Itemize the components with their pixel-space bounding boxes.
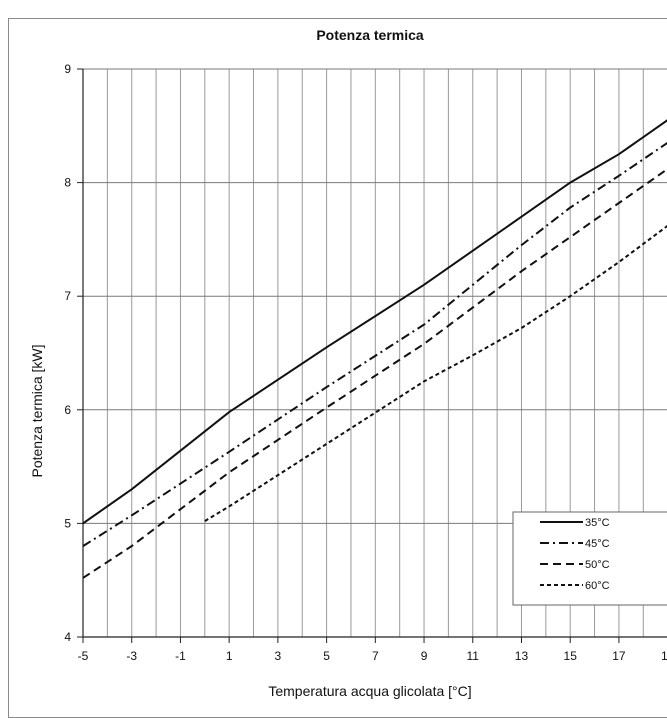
series-line-1 [83, 119, 667, 525]
legend-box [512, 511, 667, 606]
chart-title: Potenza termica [316, 27, 424, 43]
x-tick-label: 15 [564, 649, 578, 663]
y-tick-label: 4 [64, 630, 71, 644]
y-tick-label: 9 [64, 62, 71, 76]
legend: 35°C 45°C 50°C 60°C [512, 511, 667, 606]
y-tick-label: 6 [64, 403, 71, 417]
x-axis-label: Temperatura acqua glicolata [°C] [268, 683, 471, 699]
x-tick-label: 17 [612, 649, 626, 663]
y-tick-label: 7 [64, 289, 71, 303]
x-tick-label: 9 [421, 649, 428, 663]
x-tick-label: 19 [661, 649, 667, 663]
x-tick-label: 11 [467, 649, 480, 663]
x-tick-label: 13 [515, 649, 529, 663]
legend-label: 45°C [585, 538, 610, 550]
legend-label: 35°C [585, 517, 610, 529]
y-axis-label: Potenza termica [kW] [29, 344, 45, 477]
x-tick-label: 5 [323, 649, 330, 663]
series-lines [83, 119, 667, 579]
x-tick-label: -3 [126, 649, 137, 663]
x-tick-label: -5 [78, 649, 89, 663]
series-line-2 [83, 141, 667, 547]
x-tick-labels: -5-3-1135791113151719 [78, 649, 667, 663]
x-tick-label: -1 [175, 649, 186, 663]
axes [77, 68, 667, 643]
y-tick-label: 5 [64, 516, 71, 530]
x-tick-label: 7 [372, 649, 379, 663]
series-line-3 [83, 168, 667, 579]
y-tick-label: 8 [64, 176, 71, 190]
legend-label: 50°C [585, 559, 610, 571]
series-line-4 [204, 224, 667, 522]
y-tick-labels: 4 5 6 7 8 9 [64, 62, 71, 644]
x-tick-label: 1 [226, 649, 233, 663]
legend-label: 60°C [585, 580, 610, 592]
x-tick-label: 3 [275, 649, 282, 663]
